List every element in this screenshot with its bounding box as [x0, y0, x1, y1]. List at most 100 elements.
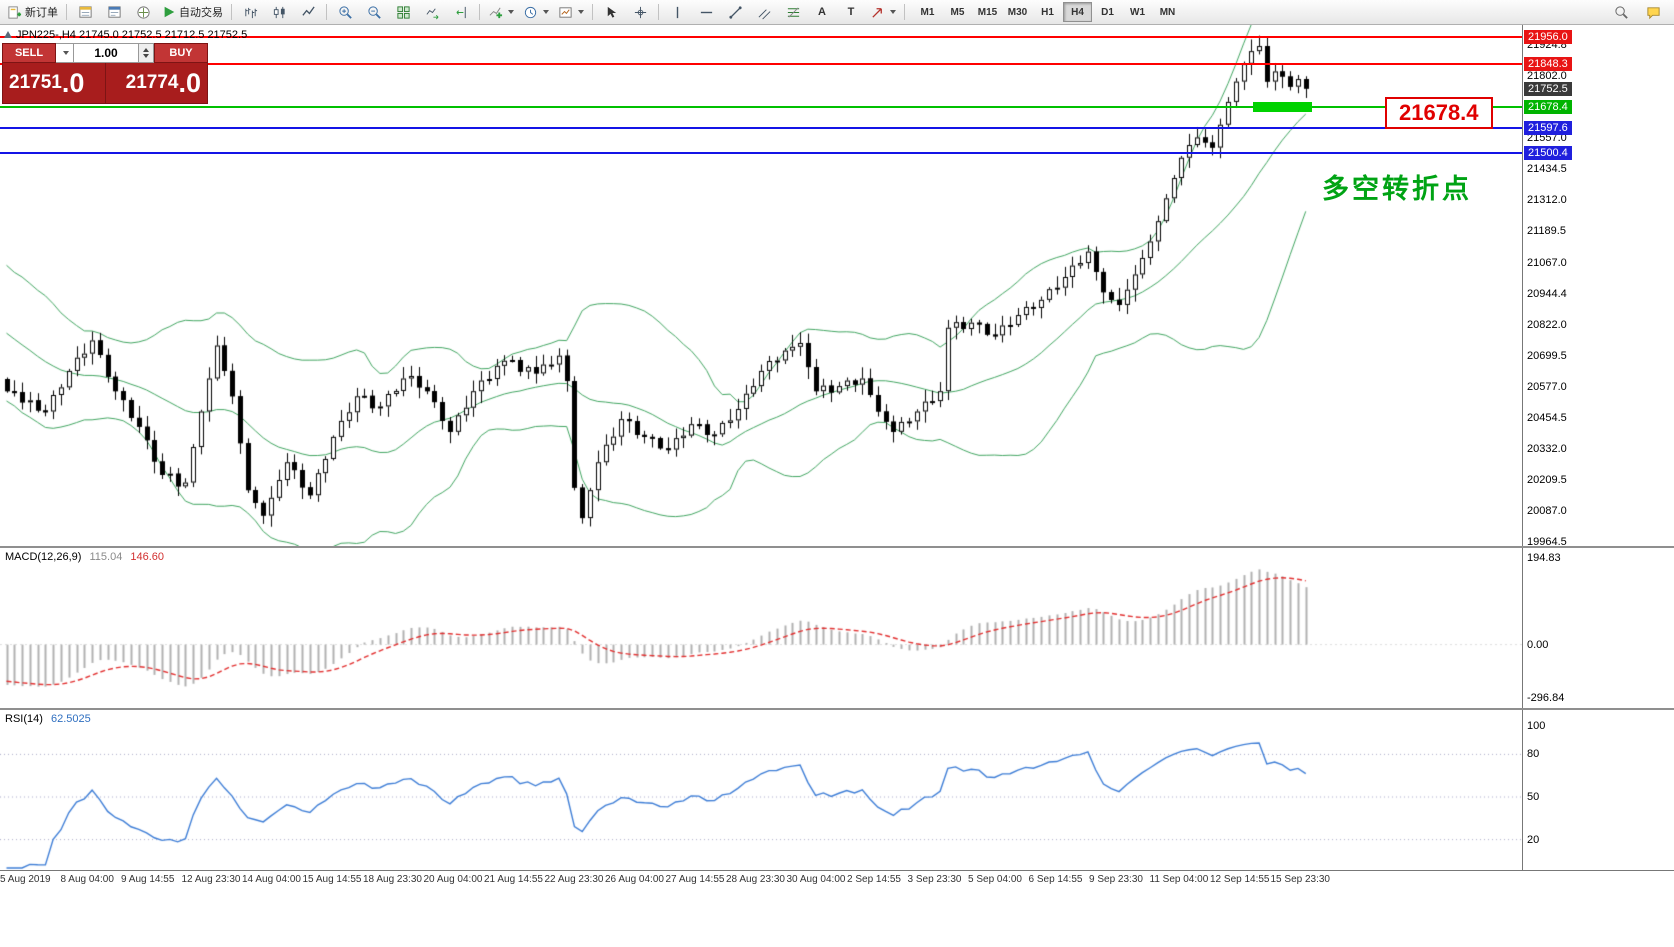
level-highlight-bar[interactable] — [1253, 102, 1312, 113]
chinese-annotation-text[interactable]: 多空转折点 — [1322, 174, 1472, 204]
toolbar-right-group — [1607, 1, 1671, 23]
time-axis-label: 14 Aug 04:00 — [242, 874, 301, 885]
sell-button[interactable]: SELL — [2, 43, 56, 63]
new-order-button[interactable]: 新订单 — [3, 1, 62, 23]
price-axis-tick: 21557.0 — [1527, 132, 1567, 145]
timeframe-button-H4[interactable]: H4 — [1063, 2, 1092, 22]
horizontal-line-icon — [700, 11, 712, 13]
rsi-name: RSI(14) — [5, 713, 43, 725]
market-watch-button[interactable] — [71, 1, 99, 23]
channel-tool-button[interactable] — [750, 1, 778, 23]
price-axis-tick: 20332.0 — [1527, 443, 1567, 456]
horizontal-level-line[interactable] — [0, 35, 1522, 38]
volume-stepper[interactable] — [139, 43, 154, 63]
horizontal-level-line[interactable] — [0, 106, 1522, 109]
rsi-axis-tick: 50 — [1527, 791, 1540, 803]
time-axis[interactable]: 5 Aug 2019 8 Aug 04:00 9 Aug 14:55 12 Aug 2… — [0, 870, 1674, 889]
timeframe-button-D1[interactable]: D1 — [1101, 6, 1114, 18]
fibonacci-icon — [787, 6, 799, 18]
crosshair-button[interactable] — [626, 1, 654, 23]
collapse-panel-icon[interactable] — [4, 31, 12, 38]
macd-axis-tick: 194.83 — [1527, 552, 1561, 564]
new-order-icon — [8, 5, 22, 19]
channel-icon — [758, 8, 770, 19]
toolbar-separator — [904, 4, 905, 20]
bar-chart-button[interactable] — [236, 1, 264, 23]
data-window-button[interactable] — [100, 1, 128, 23]
templates-icon — [559, 6, 572, 18]
timeframe-button-MN[interactable]: MN — [1159, 6, 1176, 18]
trendline-tool-button[interactable] — [721, 1, 749, 23]
toolbar-separator — [231, 4, 232, 20]
volume-input[interactable] — [74, 43, 139, 63]
timeframe-button-W1[interactable]: W1 — [1130, 6, 1145, 18]
arrows-tool-button[interactable] — [866, 1, 900, 23]
buy-price[interactable]: 21774.0 — [106, 63, 208, 103]
label-tool-button[interactable]: T — [837, 1, 865, 23]
arrow-tool-icon — [872, 7, 882, 18]
panel-separator[interactable] — [0, 708, 1674, 710]
tile-windows-button[interactable] — [389, 1, 417, 23]
zoom-out-button[interactable] — [360, 1, 388, 23]
time-axis-label: 11 Sep 04:00 — [1149, 874, 1209, 885]
search-button[interactable] — [1607, 1, 1635, 23]
toolbar-separator — [592, 4, 593, 20]
rsi-axis-tick: 20 — [1527, 833, 1540, 846]
volume-dropdown[interactable] — [56, 43, 74, 63]
sell-price[interactable]: 21751.0 — [3, 63, 105, 103]
panel-separator[interactable] — [0, 546, 1674, 548]
chat-button[interactable] — [1639, 1, 1667, 23]
time-axis-label: 2 Sep 14:55 — [847, 874, 901, 885]
fibonacci-tool-button[interactable] — [779, 1, 807, 23]
bar-chart-icon — [244, 7, 257, 18]
timeframe-button-M1[interactable]: M1 — [920, 6, 935, 18]
new-order-label: 新订单 — [25, 7, 58, 19]
time-axis-label: 12 Sep 14:55 — [1210, 874, 1270, 885]
horizontal-level-line[interactable] — [0, 63, 1522, 66]
spinner-down-icon[interactable] — [143, 54, 149, 58]
sell-price-main: 21751 — [9, 72, 62, 93]
navigator-button[interactable] — [129, 1, 157, 23]
price-annotation-label[interactable]: 21678.4 — [1385, 97, 1493, 129]
macd-canvas[interactable] — [0, 548, 1522, 708]
rsi-row: RSI(14) 62.5025 100 80 50 20 — [0, 710, 1674, 870]
price-axis-tick: 21312.0 — [1527, 194, 1567, 207]
zoom-in-button[interactable] — [331, 1, 359, 23]
rsi-panel[interactable]: RSI(14) 62.5025 — [0, 710, 1522, 870]
text-tool-button[interactable]: A — [808, 1, 836, 23]
spinner-up-icon[interactable] — [143, 48, 149, 52]
macd-panel[interactable]: MACD(12,26,9) 115.04 146.60 — [0, 548, 1522, 708]
price-axis-badge: 21678.4 — [1524, 100, 1572, 115]
price-axis-tick: 19964.5 — [1527, 536, 1567, 549]
timeframe-button-M30[interactable]: M30 — [1007, 6, 1028, 18]
timeframe-button-M5[interactable]: M5 — [950, 6, 965, 18]
indicators-button[interactable] — [484, 1, 518, 23]
main-chart-panel[interactable]: JPN225-,H4 21745.0 21752.5 21712.5 21752… — [0, 25, 1522, 546]
chart-shift-button[interactable] — [447, 1, 475, 23]
vertical-line-tool-button[interactable] — [663, 1, 691, 23]
auto-scroll-button[interactable] — [418, 1, 446, 23]
cursor-button[interactable] — [597, 1, 625, 23]
templates-button[interactable] — [554, 1, 588, 23]
buy-button[interactable]: BUY — [154, 43, 208, 63]
rsi-canvas[interactable] — [0, 710, 1522, 870]
rsi-header: RSI(14) 62.5025 — [5, 713, 91, 725]
auto-scroll-icon — [426, 7, 438, 19]
line-chart-icon — [301, 5, 315, 16]
candlestick-chart-button[interactable] — [265, 1, 293, 23]
autotrading-button[interactable]: 自动交易 — [158, 1, 227, 23]
horizontal-level-line[interactable] — [0, 151, 1522, 154]
time-axis-label: 6 Sep 14:55 — [1028, 874, 1083, 885]
dropdown-caret-icon — [578, 10, 584, 14]
navigator-icon — [136, 5, 150, 19]
line-chart-button[interactable] — [294, 1, 322, 23]
dropdown-caret-icon — [62, 51, 69, 55]
horizontal-level-line[interactable] — [0, 126, 1522, 129]
toolbar-separator — [658, 4, 659, 20]
timeframe-button-H1[interactable]: H1 — [1041, 6, 1054, 18]
horizontal-line-tool-button[interactable] — [692, 1, 720, 23]
timeframe-button-M15[interactable]: M15 — [977, 6, 998, 18]
time-axis-label: 20 Aug 04:00 — [423, 874, 483, 885]
time-axis-label: 5 Sep 04:00 — [968, 874, 1022, 885]
periods-button[interactable] — [519, 1, 553, 23]
